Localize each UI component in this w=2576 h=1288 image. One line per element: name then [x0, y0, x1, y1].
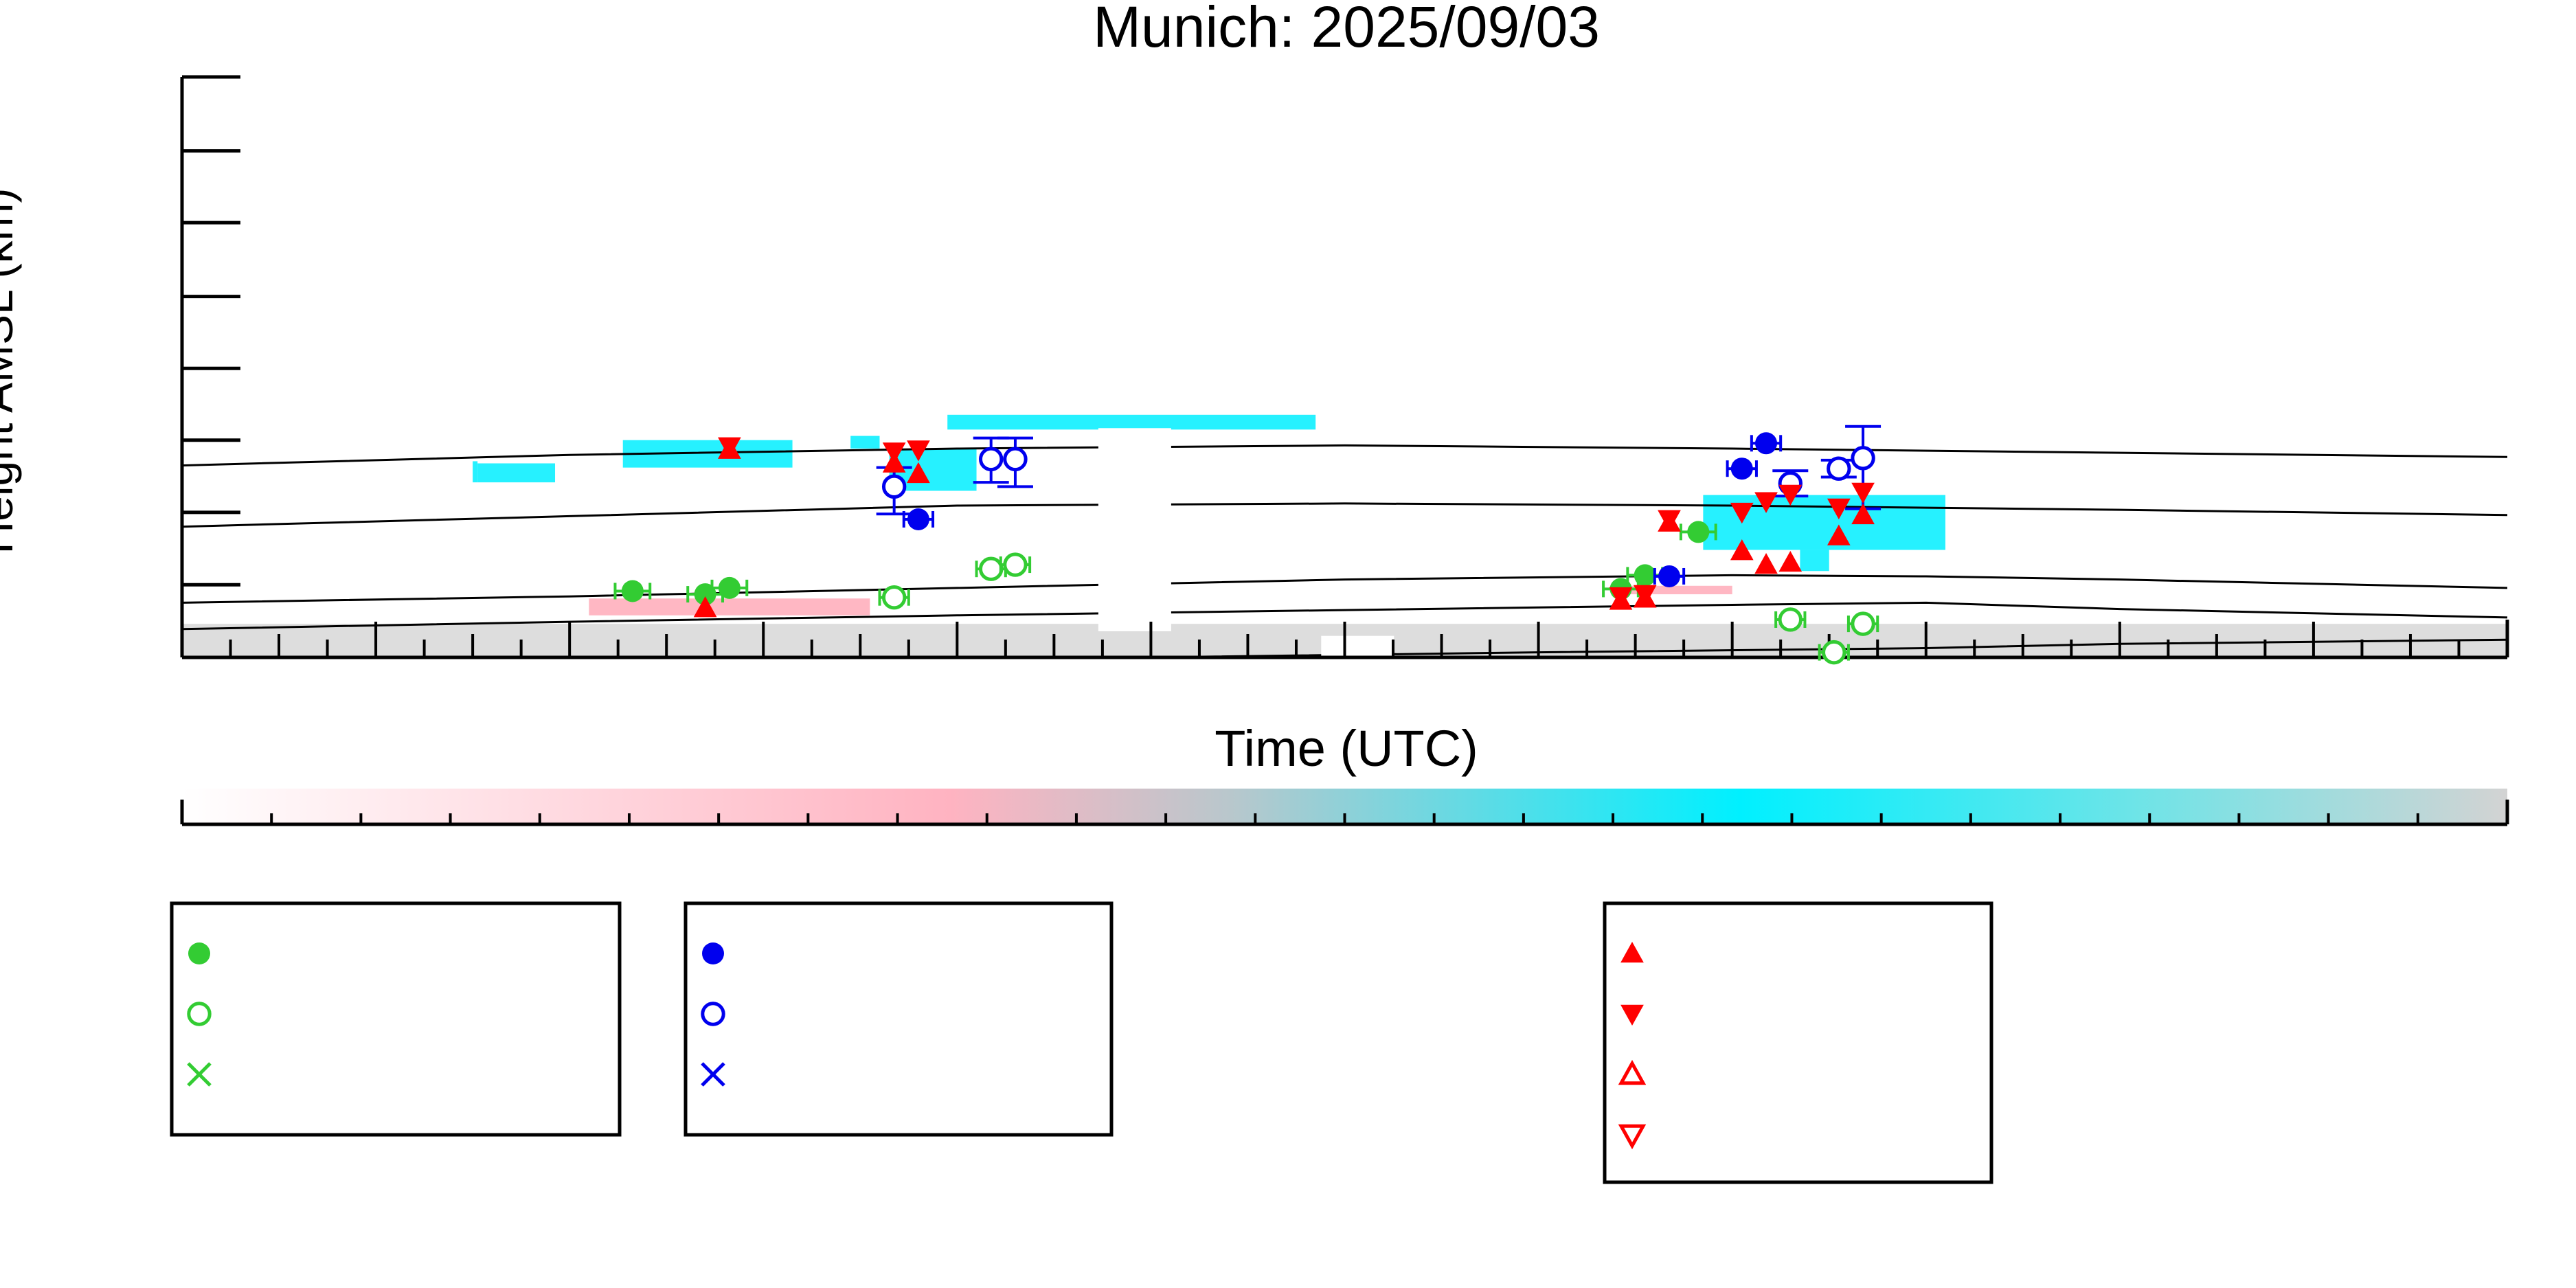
- data-point: [1754, 553, 1778, 574]
- x-stroke: [701, 1062, 725, 1087]
- data-point: [1822, 640, 1846, 665]
- contour-line: [181, 574, 2508, 604]
- data-point: [1730, 502, 1754, 524]
- legend-box: [683, 901, 1114, 1137]
- data-point: [1003, 552, 1028, 577]
- legends: [170, 901, 1993, 1184]
- legend-marker: [1618, 1124, 1647, 1150]
- data-point: [1778, 550, 1803, 572]
- data-point: [907, 440, 930, 462]
- data-point: [1851, 482, 1875, 504]
- contour-label-bg: [1098, 485, 1171, 523]
- cloud-mask-ice: [477, 463, 556, 483]
- data-point: [1609, 587, 1633, 609]
- data-point: [1827, 456, 1851, 481]
- data-point: [1851, 503, 1875, 525]
- legend-frame: [1603, 901, 1993, 1184]
- data-point: [1687, 521, 1710, 543]
- data-point: [1658, 565, 1680, 587]
- legend-marker: [702, 942, 724, 964]
- legend-marker: [1618, 1059, 1647, 1085]
- y-axis-label: Height AMSL (km): [0, 188, 22, 554]
- contour-line: [181, 601, 2508, 631]
- data-point: [1827, 498, 1851, 520]
- data-point: [1851, 446, 1875, 471]
- legend-marker: [188, 942, 210, 964]
- data-point: [1634, 564, 1656, 587]
- data-point: [718, 576, 741, 599]
- data-point: [881, 474, 907, 499]
- legend-marker: [701, 1002, 725, 1026]
- x-axis-label: Time (UTC): [1214, 720, 1478, 777]
- data-point: [1003, 447, 1028, 472]
- cloud-mask-ice: [850, 436, 880, 449]
- chart-title: Munich: 2025/09/03: [1093, 0, 1600, 59]
- data-point: [1778, 484, 1803, 506]
- legend-marker: [187, 1062, 212, 1087]
- cloud-mask-ice: [947, 414, 1316, 430]
- data-point: [1755, 432, 1778, 455]
- legend-frame: [170, 901, 622, 1137]
- data-point: [978, 556, 1004, 581]
- cloud-mask-ice: [473, 461, 478, 483]
- cloud-mask-ice: [1800, 550, 1829, 572]
- data-point: [1778, 607, 1803, 632]
- contour-line: [181, 502, 2508, 528]
- data-point: [1730, 457, 1753, 480]
- legend-marker: [1620, 941, 1644, 963]
- contour-line: [181, 444, 2508, 467]
- legend-marker: [187, 1002, 212, 1026]
- data-point: [978, 447, 1004, 472]
- legend-marker: [701, 1062, 725, 1087]
- data-point: [882, 442, 906, 464]
- data-point: [1827, 524, 1851, 545]
- data-point: [907, 508, 929, 530]
- x-stroke: [187, 1062, 212, 1087]
- legend-marker: [1620, 1004, 1644, 1026]
- legend-box: [1603, 901, 1993, 1184]
- data-point: [1754, 492, 1778, 513]
- data-point: [1633, 585, 1657, 607]
- data-point: [1851, 611, 1875, 636]
- plot-area: [180, 75, 2509, 673]
- data-point: [881, 585, 907, 610]
- data-point: [718, 437, 741, 458]
- data-point: [621, 580, 644, 602]
- colorbar: [180, 789, 2509, 826]
- contour-label-bg: [1098, 428, 1171, 466]
- data-point: [1658, 510, 1681, 532]
- data-point: [1730, 539, 1754, 561]
- data-point: [907, 462, 930, 484]
- legend-box: [170, 901, 622, 1137]
- data-point: [693, 596, 717, 618]
- contour-label-bg: [1321, 635, 1394, 673]
- contour-label-bg: [1098, 594, 1171, 631]
- legend-frame: [683, 901, 1114, 1137]
